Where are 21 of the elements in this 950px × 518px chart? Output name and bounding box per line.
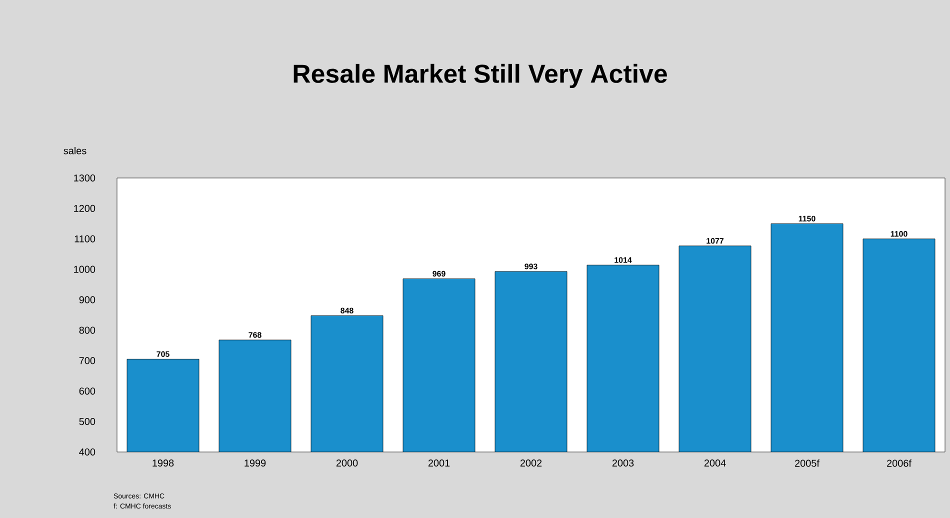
y-tick-label: 500 — [79, 418, 96, 426]
y-tick-label: 400 — [79, 448, 96, 456]
y-tick-label: 1200 — [74, 204, 96, 212]
y-tick-label: 1100 — [74, 235, 96, 242]
y-tick-label: 700 — [79, 357, 96, 364]
x-tick-label: 2000 — [336, 460, 358, 467]
x-tick-label: 2002 — [520, 460, 542, 467]
y-tick-label: 800 — [79, 326, 96, 334]
y-axis-title: sales — [64, 146, 86, 154]
x-tick-label: 1998 — [152, 460, 174, 467]
x-tick-label: 2005f — [795, 459, 820, 467]
y-tick-label: 1000 — [74, 266, 96, 273]
x-tick-label: 2004 — [704, 460, 726, 467]
chart-title: Resale Market Still Very Active — [294, 64, 667, 88]
x-tick-label: 1999 — [244, 460, 266, 467]
x-tick-label: 2003 — [612, 460, 634, 467]
y-tick-label: 1300 — [74, 174, 96, 182]
y-tick-label: 900 — [79, 296, 96, 304]
x-tick-label: 2001 — [428, 460, 450, 467]
y-tick-label: 600 — [79, 388, 96, 395]
x-tick-label: 2006f — [887, 459, 912, 467]
